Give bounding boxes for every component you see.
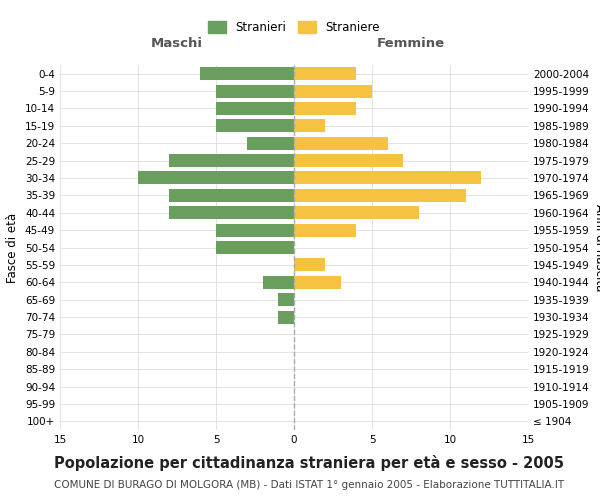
- Bar: [294, 189, 466, 202]
- Bar: [263, 276, 294, 289]
- Bar: [294, 120, 325, 132]
- Text: COMUNE DI BURAGO DI MOLGORA (MB) - Dati ISTAT 1° gennaio 2005 - Elaborazione TUT: COMUNE DI BURAGO DI MOLGORA (MB) - Dati …: [54, 480, 564, 490]
- Bar: [216, 102, 294, 115]
- Bar: [169, 206, 294, 220]
- Bar: [169, 189, 294, 202]
- Bar: [278, 293, 294, 306]
- Bar: [294, 67, 356, 80]
- Text: Maschi: Maschi: [151, 38, 203, 51]
- Bar: [216, 224, 294, 236]
- Bar: [247, 136, 294, 149]
- Bar: [278, 310, 294, 324]
- Text: Femmine: Femmine: [377, 38, 445, 51]
- Bar: [294, 206, 419, 220]
- Bar: [294, 84, 372, 98]
- Bar: [294, 172, 481, 184]
- Bar: [216, 120, 294, 132]
- Bar: [216, 84, 294, 98]
- Bar: [294, 154, 403, 167]
- Bar: [294, 224, 356, 236]
- Y-axis label: Fasce di età: Fasce di età: [7, 212, 19, 282]
- Bar: [200, 67, 294, 80]
- Bar: [138, 172, 294, 184]
- Text: Popolazione per cittadinanza straniera per età e sesso - 2005: Popolazione per cittadinanza straniera p…: [54, 455, 564, 471]
- Y-axis label: Anni di nascita: Anni di nascita: [593, 204, 600, 291]
- Bar: [169, 154, 294, 167]
- Bar: [294, 258, 325, 272]
- Bar: [216, 241, 294, 254]
- Bar: [294, 102, 356, 115]
- Legend: Stranieri, Straniere: Stranieri, Straniere: [203, 16, 385, 38]
- Bar: [294, 276, 341, 289]
- Bar: [294, 136, 388, 149]
